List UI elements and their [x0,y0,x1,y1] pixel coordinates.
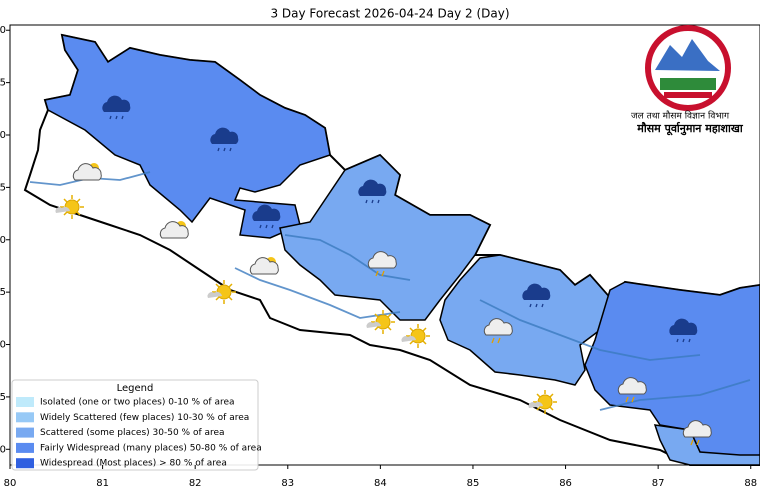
legend-label: Widely Scattered (few places) 10-30 % of… [40,413,249,423]
legend-swatch [16,427,34,438]
forecast-region [279,154,492,321]
legend-label: Widespread (Most places) > 80 % of area [40,459,227,469]
river [234,267,401,319]
legend-swatch [16,442,34,453]
legend-swatch [16,458,34,469]
x-tick-label: 86 [559,478,572,489]
legend-label: Fairly Widespread (many places) 50-80 % … [40,443,262,453]
y-tick-label: 28.5 [0,182,6,193]
emblem [645,25,731,111]
forecast-region [653,424,760,466]
y-tick-label: 27.5 [0,287,6,298]
legend-swatch [16,397,34,407]
x-tick-label: 80 [4,478,17,489]
y-tick-label: 26.0 [0,444,6,455]
river [284,234,411,281]
legend-label: Isolated (one or two places) 0-10 % of a… [40,398,235,408]
y-tick-label: 28.0 [0,235,6,246]
logo-line2: मौसम पूर्वानुमान महाशाखा [636,121,744,136]
map-regions [23,33,760,466]
y-tick-label: 30.0 [0,25,6,36]
legend: Legend Isolated (one or two places) 0-10… [11,379,262,471]
y-tick-label: 27.0 [0,340,6,351]
x-tick-label: 88 [744,478,757,489]
axes-frame [9,24,760,466]
x-tick-label: 83 [281,478,294,489]
x-tick-label: 82 [189,478,202,489]
logo-line1: जल तथा मौसम विज्ञान विभाग [631,110,730,122]
legend-swatch [16,412,34,423]
river [479,299,701,361]
river [599,379,751,411]
forecast-region [439,254,613,386]
x-tick-label: 81 [96,478,109,489]
x-tick-label: 87 [652,478,665,489]
y-tick-label: 26.5 [0,392,6,403]
map-title: 3 Day Forecast 2026-04-24 Day 2 (Day) [270,7,509,21]
legend-title: Legend [117,383,154,394]
forecast-region [44,34,331,239]
legend-label: Scattered (some places) 30-50 % of area [40,428,225,438]
y-tick-label: 29.5 [0,78,6,89]
x-tick-label: 84 [374,478,387,489]
y-tick-label: 29.0 [0,130,6,141]
x-tick-label: 85 [467,478,480,489]
